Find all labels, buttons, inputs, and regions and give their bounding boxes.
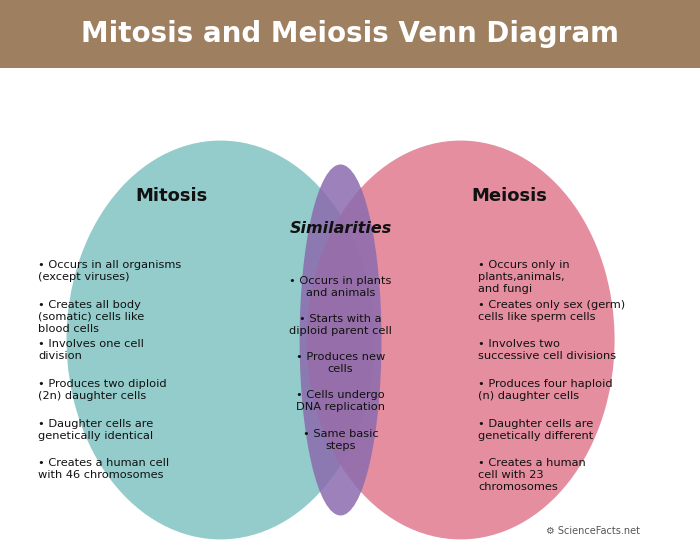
Text: • Produces four haploid
(n) daughter cells: • Produces four haploid (n) daughter cel…	[478, 379, 612, 401]
Text: • Involves one cell
division: • Involves one cell division	[38, 340, 144, 361]
Text: • Occurs only in
plants,animals,
and fungi: • Occurs only in plants,animals, and fun…	[478, 260, 570, 294]
Ellipse shape	[307, 141, 615, 540]
Text: • Occurs in all organisms
(except viruses): • Occurs in all organisms (except viruse…	[38, 260, 182, 282]
Ellipse shape	[66, 141, 375, 540]
Text: Mitosis and Meiosis Venn Diagram: Mitosis and Meiosis Venn Diagram	[81, 20, 619, 48]
Bar	[0, 0, 700, 68]
Text: • Involves two
successive cell divisions: • Involves two successive cell divisions	[478, 340, 616, 361]
Text: Meiosis: Meiosis	[472, 187, 547, 206]
Text: • Creates a human cell
with 46 chromosomes: • Creates a human cell with 46 chromosom…	[38, 458, 169, 480]
Text: • Creates all body
(somatic) cells like
blood cells: • Creates all body (somatic) cells like …	[38, 300, 145, 334]
Text: • Daughter cells are
genetically different: • Daughter cells are genetically differe…	[478, 419, 594, 440]
Text: • Creates a human
cell with 23
chromosomes: • Creates a human cell with 23 chromosom…	[478, 458, 586, 492]
Text: • Occurs in plants
and animals: • Occurs in plants and animals	[289, 276, 392, 298]
Text: Mitosis: Mitosis	[135, 187, 208, 206]
Text: • Produces two diploid
(2n) daughter cells: • Produces two diploid (2n) daughter cel…	[38, 379, 167, 401]
Text: ⚙ ScienceFacts.net: ⚙ ScienceFacts.net	[546, 526, 640, 536]
Text: • Cells undergo
DNA replication: • Cells undergo DNA replication	[296, 391, 385, 412]
Text: • Same basic
steps: • Same basic steps	[302, 429, 379, 450]
Ellipse shape	[300, 165, 382, 515]
Text: Similarities: Similarities	[289, 221, 392, 236]
Text: • Creates only sex (germ)
cells like sperm cells: • Creates only sex (germ) cells like spe…	[478, 300, 625, 322]
Text: • Daughter cells are
genetically identical: • Daughter cells are genetically identic…	[38, 419, 154, 440]
Text: • Starts with a
diploid parent cell: • Starts with a diploid parent cell	[289, 314, 392, 336]
Text: • Produces new
cells: • Produces new cells	[296, 352, 385, 375]
